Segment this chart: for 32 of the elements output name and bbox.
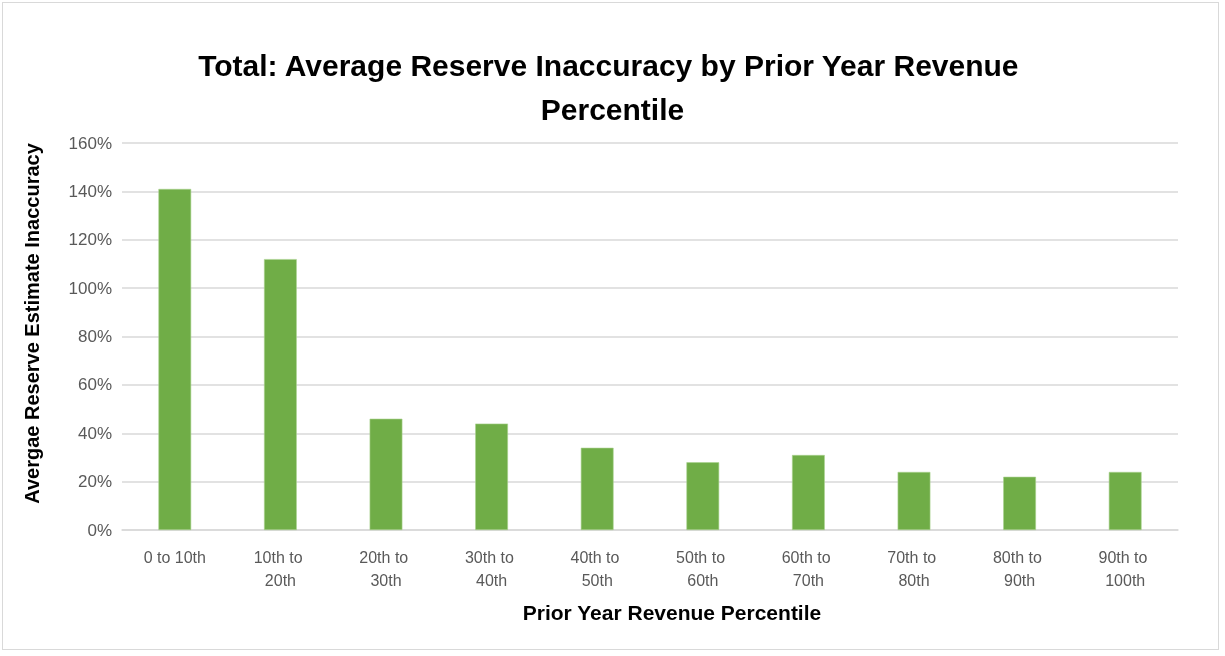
chart-title: Total: Average Reserve Inaccuracy by Prior Year Revenue Percentile: [198, 48, 1027, 126]
y-tick-label: 40%: [77, 423, 112, 443]
y-tick-label: 60%: [77, 375, 112, 395]
x-tick-label: 20th to 30th: [359, 549, 413, 589]
bar: [264, 259, 297, 530]
y-tick-label: 0%: [87, 520, 112, 540]
y-tick-label: 160%: [68, 133, 112, 153]
x-tick-label: 10th to 20th: [253, 549, 308, 589]
x-axis-title: Prior Year Revenue Percentile: [522, 601, 822, 624]
x-tick-label: 80th to 90th: [992, 549, 1047, 589]
bar: [158, 188, 192, 530]
y-tick-label: 100%: [68, 278, 112, 298]
y-axis-title: Avergae Reserve Estimate Inaccuracy: [21, 142, 43, 504]
y-tick-label: 80%: [77, 327, 112, 346]
bar: [897, 471, 931, 530]
bar: [369, 418, 403, 530]
x-tick-label: 40th to 50th: [570, 549, 624, 589]
x-tick-label: 70th to 80th: [887, 549, 941, 589]
x-tick-label: 90th to 100th: [1098, 549, 1152, 589]
bar: [792, 455, 825, 530]
bar: [686, 462, 720, 530]
bar: [1108, 471, 1142, 530]
bar: [580, 447, 614, 530]
y-tick-label: 140%: [68, 181, 112, 201]
x-tick-label: 50th to 60th: [676, 549, 730, 589]
y-tick-label: 20%: [77, 472, 112, 492]
x-tick-label: 60th to 70th: [781, 549, 836, 589]
y-tick-label: 120%: [68, 230, 112, 250]
bar: [475, 423, 508, 530]
bar: [1003, 476, 1036, 530]
x-tick-label: 30th to 40th: [464, 549, 519, 589]
x-tick-label: 0 to 10th: [143, 549, 206, 566]
